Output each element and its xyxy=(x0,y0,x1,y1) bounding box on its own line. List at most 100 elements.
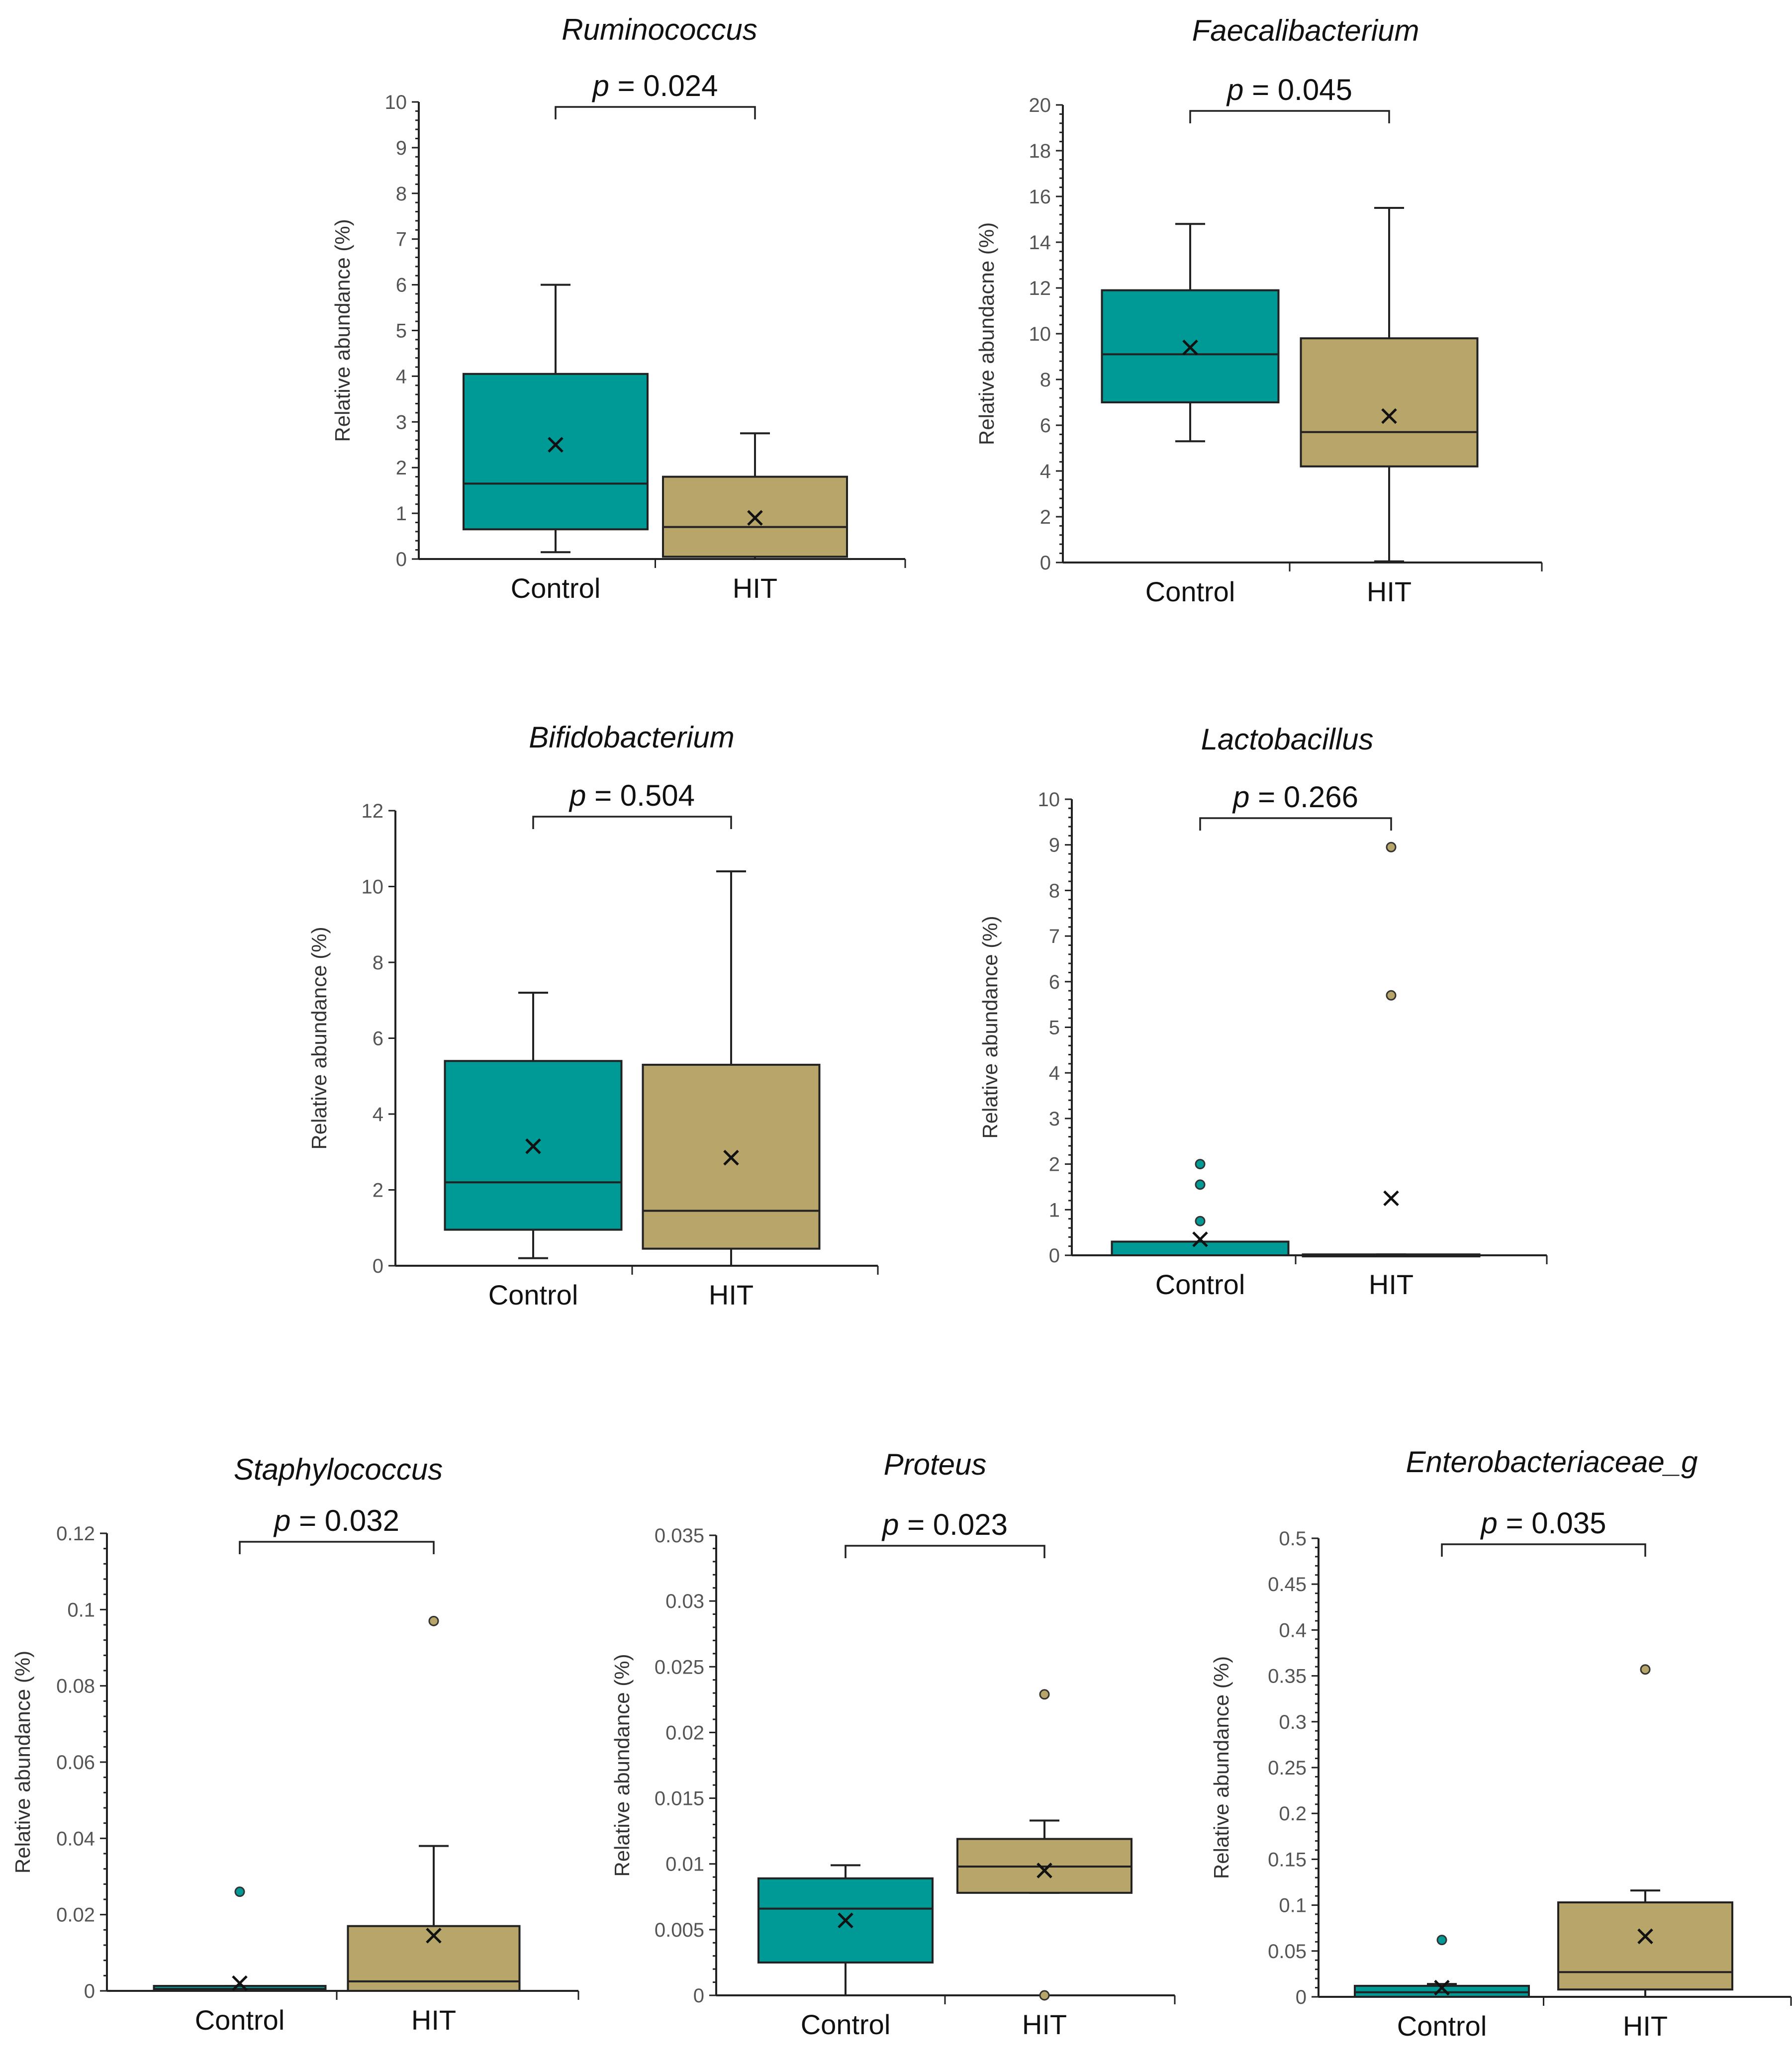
chart-panel-4: Lactobacillus p = 0.266 0 1 2 3 4 5 6 7 8 9 10 Relati… xyxy=(978,723,1548,1300)
outlier-point xyxy=(1039,1990,1050,2001)
y-axis-label: Relative abundance (%) xyxy=(307,927,331,1149)
box-control xyxy=(1354,1935,1530,1998)
y-tick-label: 0.02 xyxy=(56,1904,95,1926)
category-label-control: Control xyxy=(488,1279,578,1311)
mean-marker xyxy=(747,510,763,526)
mean-marker xyxy=(426,1928,442,1944)
iqr-box xyxy=(662,475,848,558)
category-label-hit: HIT xyxy=(411,2004,456,2036)
iqr-box xyxy=(1557,1901,1733,1991)
box-control xyxy=(153,1886,327,1992)
category-label-control: Control xyxy=(195,2004,285,2036)
box-hit xyxy=(347,1615,521,1992)
mean-marker xyxy=(1434,1979,1450,1996)
y-tick-label: 0.45 xyxy=(1268,1574,1307,1595)
y-tick-label: 0 xyxy=(373,1255,383,1277)
chart-panel-5: Staphylococcus p = 0.032 0 0.02 0.04 0.06 0.08… xyxy=(11,1453,579,2036)
y-tick-label: 8 xyxy=(373,952,383,974)
category-label-hit: HIT xyxy=(709,1279,754,1311)
y-tick-label: 0.01 xyxy=(665,1854,704,1875)
p-value-label: p = 0.266 xyxy=(1232,780,1358,814)
box-hit xyxy=(956,1689,1132,2001)
p-value-label: p = 0.032 xyxy=(273,1504,399,1537)
y-tick-label: 5 xyxy=(1049,1017,1060,1039)
p-value-label: p = 0.045 xyxy=(1226,73,1352,106)
outlier-point xyxy=(428,1615,439,1626)
y-tick-label: 0 xyxy=(84,1980,95,2002)
y-tick-label: 0.1 xyxy=(1279,1895,1307,1917)
category-label-control: Control xyxy=(1155,1269,1245,1300)
category-label-hit: HIT xyxy=(1367,576,1412,607)
y-tick-label: 0.06 xyxy=(56,1752,95,1774)
chart-title: Lactobacillus xyxy=(1201,723,1374,756)
mean-marker xyxy=(525,1138,541,1154)
y-axis-label: Relative abundacne (%) xyxy=(975,222,998,445)
mean-marker xyxy=(838,1912,853,1929)
chart-title: Proteus xyxy=(884,1448,987,1481)
category-label-control: Control xyxy=(1145,576,1235,607)
chart-panel-6: Proteus p = 0.023 0 0.005 0.01 0.015 0.02 0.025… xyxy=(610,1448,1176,2040)
y-tick-label: 1 xyxy=(396,503,407,525)
y-tick-label: 14 xyxy=(1029,232,1051,254)
y-tick-label: 10 xyxy=(1029,323,1051,345)
y-tick-label: 8 xyxy=(1040,369,1051,391)
y-axis-label: Relative abundance (%) xyxy=(11,1651,34,1874)
outlier-point xyxy=(1386,842,1397,852)
chart-title: Ruminococcus xyxy=(562,13,757,46)
significance-bracket xyxy=(1441,1543,1646,1557)
y-tick-label: 0.035 xyxy=(655,1525,704,1547)
significance-bracket xyxy=(845,1545,1045,1558)
chart-title: Bifidobacterium xyxy=(529,721,735,754)
chart-panel-1: Ruminococcus p = 0.024 0 1 2 3 4 5 6 7 8 9 10 Relativ… xyxy=(331,13,906,604)
box-control xyxy=(444,992,623,1259)
y-tick-label: 4 xyxy=(1049,1062,1060,1084)
y-axis-label: Relative abundance (%) xyxy=(610,1654,634,1876)
outlier-point xyxy=(1039,1689,1050,1700)
mean-marker xyxy=(1182,339,1198,356)
chart-panel-3: Bifidobacterium p = 0.504 0 2 4 6 8 10 12 Relativ… xyxy=(307,721,879,1311)
y-tick-label: 0.025 xyxy=(655,1656,704,1678)
y-tick-label: 7 xyxy=(396,229,407,251)
y-tick-label: 0.35 xyxy=(1268,1666,1307,1687)
y-tick-label: 18 xyxy=(1029,140,1051,162)
y-axis-label: Relative abundance (%) xyxy=(1210,1656,1233,1879)
box-hit xyxy=(1302,842,1481,1258)
y-tick-label: 0.3 xyxy=(1279,1711,1307,1733)
y-tick-label: 0 xyxy=(1049,1245,1060,1267)
y-tick-label: 2 xyxy=(396,457,407,479)
y-tick-label: 2 xyxy=(1040,506,1051,528)
p-value-label: p = 0.024 xyxy=(592,69,718,102)
y-tick-label: 10 xyxy=(362,876,384,898)
category-label-control: Control xyxy=(1397,2010,1487,2042)
y-tick-label: 0.1 xyxy=(67,1599,95,1621)
significance-bracket xyxy=(1189,110,1390,123)
y-tick-label: 0.015 xyxy=(655,1788,704,1810)
y-tick-label: 5 xyxy=(396,320,407,342)
box-hit xyxy=(662,432,848,560)
y-tick-label: 0.2 xyxy=(1279,1803,1307,1825)
y-tick-label: 0.02 xyxy=(665,1722,704,1744)
y-tick-label: 0 xyxy=(1040,552,1051,574)
outlier-point xyxy=(1195,1216,1206,1226)
y-tick-label: 12 xyxy=(1029,278,1051,299)
chart-title: Enterobacteriaceae_g xyxy=(1406,1445,1698,1479)
category-label-control: Control xyxy=(801,2009,891,2040)
mean-marker xyxy=(1037,1863,1052,1878)
box-control xyxy=(1111,1159,1290,1256)
y-tick-label: 16 xyxy=(1029,186,1051,208)
p-value-label: p = 0.023 xyxy=(881,1508,1008,1541)
mean-marker xyxy=(1381,408,1397,424)
y-tick-label: 0.005 xyxy=(655,1919,704,1941)
y-tick-label: 3 xyxy=(396,411,407,433)
y-tick-label: 0 xyxy=(396,549,407,570)
y-tick-label: 4 xyxy=(1040,461,1051,482)
box-control xyxy=(757,1864,934,1996)
mean-marker xyxy=(1383,1190,1399,1207)
significance-bracket xyxy=(555,106,756,119)
category-label-hit: HIT xyxy=(1623,2010,1668,2042)
box-control xyxy=(1101,223,1280,443)
mean-marker xyxy=(1637,1928,1653,1945)
iqr-box xyxy=(1300,337,1479,468)
category-label-hit: HIT xyxy=(733,572,777,604)
